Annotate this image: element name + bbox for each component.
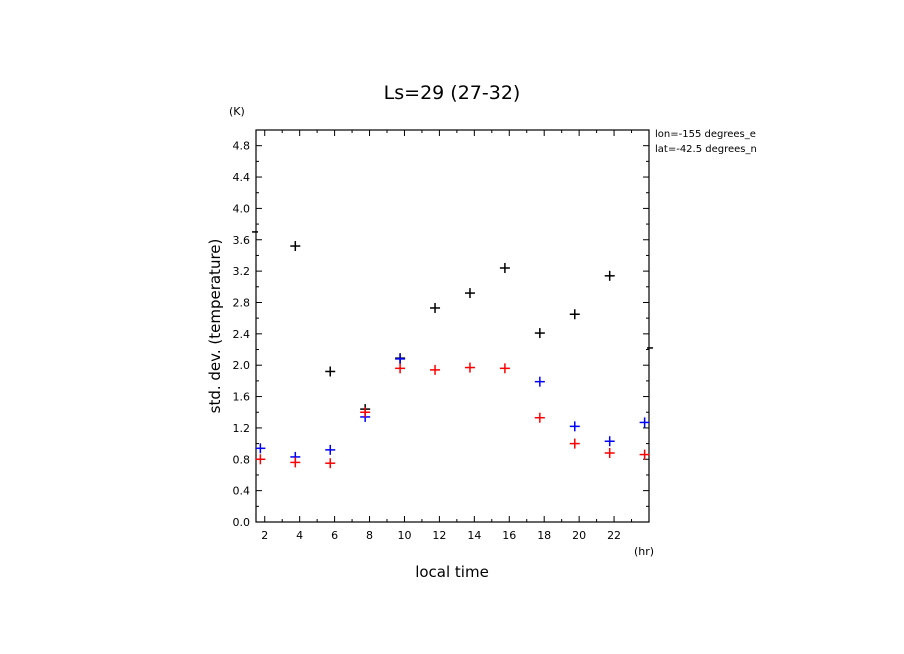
data-markers xyxy=(252,231,653,469)
y-unit-label: (K) xyxy=(229,105,245,118)
x-tick-label: 22 xyxy=(607,529,621,542)
x-tick-label: 20 xyxy=(572,529,586,542)
x-axis-label: local time xyxy=(415,563,489,581)
marker-black xyxy=(499,262,510,273)
marker-blue xyxy=(255,443,266,454)
marker-black xyxy=(430,302,441,313)
x-tick-label: 8 xyxy=(366,529,373,542)
marker-red xyxy=(255,454,266,465)
x-tick-label: 12 xyxy=(432,529,446,542)
plot-frame xyxy=(255,129,650,523)
marker-red xyxy=(360,407,371,418)
y-tick-label: 2.8 xyxy=(233,296,251,309)
chart-title: Ls=29 (27-32) xyxy=(384,82,521,104)
marker-red xyxy=(569,438,580,449)
x-tick-label: 14 xyxy=(467,529,481,542)
marker-black xyxy=(290,241,301,252)
marker-black xyxy=(325,366,336,377)
marker-red xyxy=(534,412,545,423)
y-tick-label: 4.4 xyxy=(233,171,251,184)
marker-blue xyxy=(569,421,580,432)
y-tick-label: 4.0 xyxy=(233,202,251,215)
marker-blue xyxy=(639,417,650,428)
axis-ticks: 0.0 0.4 0.8 1.2 1.6 2.0 2.4 2.8 3.2 3.6 4.0 4.4 4.8 2… xyxy=(233,130,649,542)
x-tick-label: 18 xyxy=(537,529,551,542)
x-tick-label: 4 xyxy=(296,529,303,542)
y-tick-label: 2.4 xyxy=(233,328,251,341)
y-tick-label: 1.6 xyxy=(233,391,251,404)
marker-black xyxy=(569,309,580,320)
marker-red xyxy=(430,364,441,375)
y-tick-label: 0.0 xyxy=(233,516,251,529)
marker-black xyxy=(604,270,615,281)
marker-black xyxy=(464,288,475,299)
y-tick-label: 3.2 xyxy=(233,265,251,278)
marker-red xyxy=(395,363,406,374)
x-tick-label: 6 xyxy=(331,529,338,542)
y-tick-label: 4.8 xyxy=(233,140,251,153)
x-tick-label: 10 xyxy=(397,529,411,542)
y-tick-label: 0.8 xyxy=(233,453,251,466)
x-unit-label: (hr) xyxy=(634,545,654,558)
marker-black xyxy=(534,328,545,339)
marker-blue xyxy=(534,376,545,387)
marker-red xyxy=(464,362,475,373)
y-axis-label: std. dev. (temperature) xyxy=(206,239,224,414)
y-tick-label: 3.6 xyxy=(233,234,251,247)
marker-red xyxy=(604,448,615,459)
lon-annotation: lon=-155 degrees_e xyxy=(655,129,756,140)
marker-blue xyxy=(604,436,615,447)
x-tick-label: 2 xyxy=(261,529,268,542)
marker-red xyxy=(499,363,510,374)
marker-red xyxy=(325,458,336,469)
marker-blue xyxy=(325,444,336,455)
lat-annotation: lat=-42.5 degrees_n xyxy=(655,144,757,155)
y-tick-label: 2.0 xyxy=(233,359,251,372)
y-tick-label: 0.4 xyxy=(233,485,251,498)
y-tick-label: 1.2 xyxy=(233,422,251,435)
marker-blue xyxy=(395,353,406,364)
marker-red xyxy=(290,457,301,468)
x-tick-label: 16 xyxy=(502,529,516,542)
marker-red xyxy=(639,449,650,460)
